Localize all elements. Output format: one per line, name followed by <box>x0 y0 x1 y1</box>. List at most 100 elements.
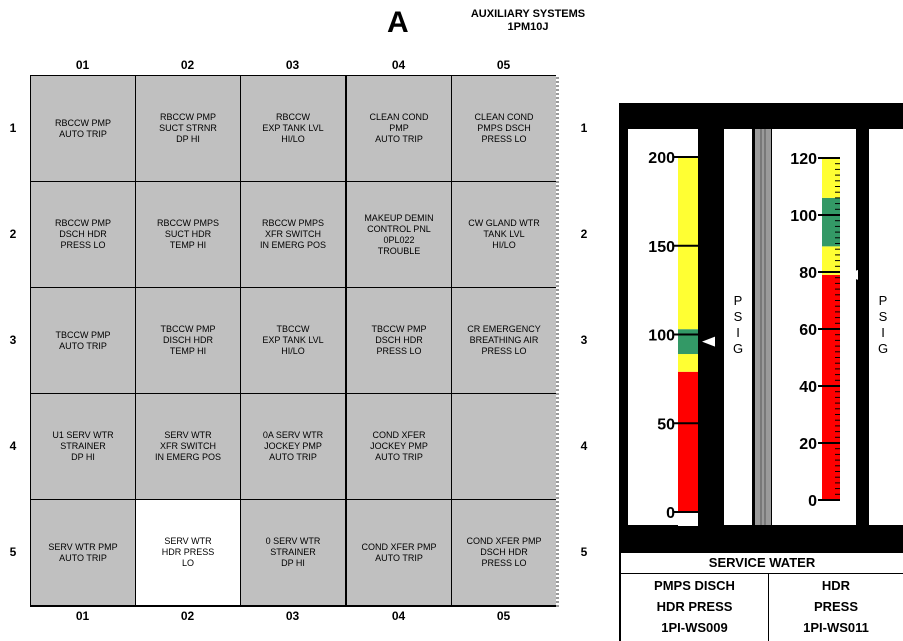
row-label-left-2: 2 <box>9 227 17 241</box>
annunciator-tile-r2-c2[interactable]: RBCCW PMPS SUCT HDR TEMP HI <box>136 182 240 287</box>
col-label-top-03: 03 <box>285 58 300 72</box>
annunciator-tile-r2-c5[interactable]: CW GLAND WTR TANK LVL HI/LO <box>452 182 556 287</box>
meter-label-table: SERVICE WATER PMPS DISCH HDR PRESS 1PI-W… <box>619 553 903 641</box>
meter-center-divider <box>755 129 771 525</box>
annunciator-tile-r4-c3[interactable]: 0A SERV WTR JOCKEY PMP AUTO TRIP <box>241 394 345 499</box>
right-meter-tag: 1PI-WS011 <box>803 620 869 635</box>
annunciator-tile-r3-c3[interactable]: TBCCW EXP TANK LVL HI/LO <box>241 288 345 393</box>
left-meter-band-3 <box>678 157 698 330</box>
annunciator-tile-text: RBCCW PMP AUTO TRIP <box>55 117 111 139</box>
annunciator-tile-r3-c1[interactable]: TBCCW PMP AUTO TRIP <box>31 288 135 393</box>
annunciator-tile-r3-c2[interactable]: TBCCW PMP DISCH HDR TEMP HI <box>136 288 240 393</box>
annunciator-tile-r1-c5[interactable]: CLEAN COND PMPS DSCH PRESS LO <box>452 76 556 181</box>
col-label-top-01: 01 <box>75 58 90 72</box>
col-label-bottom-01: 01 <box>75 609 90 623</box>
annunciator-tile-r5-c3[interactable]: 0 SERV WTR STRAINER DP HI <box>241 500 345 605</box>
annunciator-tile-r1-c2[interactable]: RBCCW PMP SUCT STRNR DP HI <box>136 76 240 181</box>
left-meter-band-2 <box>678 329 698 355</box>
row-label-left-4: 4 <box>9 439 17 453</box>
right-meter-scale-label: 40 <box>799 379 817 396</box>
annunciator-tile-text: SERV WTR PMP AUTO TRIP <box>48 541 118 563</box>
col-label-bottom-05: 05 <box>496 609 511 623</box>
left-meter-scale-label: 0 <box>666 505 675 522</box>
annunciator-tile-text: RBCCW PMP DSCH HDR PRESS LO <box>55 218 111 250</box>
annunciator-tile-r4-c2[interactable]: SERV WTR XFR SWITCH IN EMERG POS <box>136 394 240 499</box>
left-meter-band-0 <box>678 371 698 512</box>
annunciator-tile-text: CLEAN COND PMP AUTO TRIP <box>369 112 429 144</box>
left-meter-unit-letter: I <box>736 325 740 340</box>
row-label-right-5: 5 <box>580 545 588 559</box>
row-label-left-5: 5 <box>9 545 17 559</box>
left-meter-tag: 1PI-WS009 <box>661 620 728 635</box>
right-meter-pointer <box>845 269 858 280</box>
left-meter-label-line2: HDR PRESS <box>656 599 733 614</box>
annunciator-tile-text: TBCCW EXP TANK LVL HI/LO <box>262 324 324 356</box>
left-meter-unit-letter: G <box>733 341 743 356</box>
annunciator-tile-r4-c5[interactable] <box>452 394 556 499</box>
annunciator-tile-r2-c1[interactable]: RBCCW PMP DSCH HDR PRESS LO <box>31 182 135 287</box>
left-meter-scale-label: 200 <box>648 150 675 167</box>
left-meter-unit-letter: P <box>734 293 743 308</box>
annunciator-tile-r5-c4[interactable]: COND XFER PMP AUTO TRIP <box>347 500 451 605</box>
annunciator-tile-text: RBCCW EXP TANK LVL HI/LO <box>262 112 324 144</box>
annunciator-tile-r3-c4[interactable]: TBCCW PMP DSCH HDR PRESS LO <box>347 288 451 393</box>
col-label-bottom-04: 04 <box>391 609 406 623</box>
left-meter-label-line1: PMPS DISCH <box>654 578 735 593</box>
annunciator-tile-text: CR EMERGENCY BREATHING AIR PRESS LO <box>467 324 541 356</box>
right-meter-scale-label: 80 <box>799 265 817 282</box>
annunciator-tile-r4-c1[interactable]: U1 SERV WTR STRAINER DP HI <box>31 394 135 499</box>
right-meter-scale-label: 20 <box>799 436 817 453</box>
annunciator-tile-text: TBCCW PMP DSCH HDR PRESS LO <box>371 324 427 356</box>
annunciator-tile-r1-c4[interactable]: CLEAN COND PMP AUTO TRIP <box>347 76 451 181</box>
annunciator-tile-text: MAKEUP DEMIN CONTROL PNL 0PL022 TROUBLE <box>364 212 434 256</box>
right-meter-scale-label: 0 <box>808 493 817 510</box>
left-meter-scale-label: 100 <box>648 328 675 345</box>
left-meter-unit-face <box>724 129 752 525</box>
panel-letter: A <box>387 6 409 39</box>
annunciator-tile-text: TBCCW PMP AUTO TRIP <box>55 329 111 351</box>
meter-bezel: 200 150 100 50 0 P S I G 120 100 80 60 40 20 0 P S I G <box>619 103 903 553</box>
row-label-right-3: 3 <box>580 333 588 347</box>
right-meter-scale-face <box>772 129 856 525</box>
row-label-right-4: 4 <box>580 439 588 453</box>
annunciator-tile-r5-c5[interactable]: COND XFER PMP DSCH HDR PRESS LO <box>452 500 556 605</box>
annunciator-tile-r2-c3[interactable]: RBCCW PMPS XFR SWITCH IN EMERG POS <box>241 182 345 287</box>
annunciator-tile-r5-c1[interactable]: SERV WTR PMP AUTO TRIP <box>31 500 135 605</box>
left-meter-band-1 <box>678 354 698 372</box>
right-meter-label-line2: PRESS <box>813 599 859 614</box>
right-meter-band-1 <box>822 246 840 275</box>
annunciator-grid: RBCCW PMP AUTO TRIP RBCCW PMP SUCT STRNR … <box>30 75 558 607</box>
annunciator-tile-r1-c3[interactable]: RBCCW EXP TANK LVL HI/LO <box>241 76 345 181</box>
left-meter-unit-letter: S <box>734 309 743 324</box>
annunciator-tile-text: 0 SERV WTR STRAINER DP HI <box>265 536 321 568</box>
left-meter-scale-label: 150 <box>648 239 675 256</box>
annunciator-tile-text: RBCCW PMP SUCT STRNR DP HI <box>159 112 217 144</box>
annunciator-tile-r5-c2[interactable]: SERV WTR HDR PRESS LO <box>136 500 240 605</box>
annunciator-tile-r2-c4[interactable]: MAKEUP DEMIN CONTROL PNL 0PL022 TROUBLE <box>347 182 451 287</box>
left-meter-pointer <box>702 336 715 347</box>
row-label-right-1: 1 <box>580 121 588 135</box>
right-meter-scale-label: 120 <box>790 151 817 168</box>
annunciator-tile-r1-c1[interactable]: RBCCW PMP AUTO TRIP <box>31 76 135 181</box>
row-label-right-2: 2 <box>580 227 588 241</box>
right-meter-band-3 <box>822 158 840 198</box>
right-meter-band-2 <box>822 197 840 247</box>
grid-edge-divider <box>556 75 559 607</box>
col-label-bottom-03: 03 <box>285 609 300 623</box>
annunciator-tile-text: SERV WTR XFR SWITCH IN EMERG POS <box>154 430 221 462</box>
right-meter-unit-face <box>869 129 903 525</box>
panel-id: 1PM10J <box>507 21 549 33</box>
annunciator-tile-text: RBCCW PMPS XFR SWITCH IN EMERG POS <box>259 218 326 250</box>
right-meter-unit-letter: G <box>878 341 888 356</box>
annunciator-tile-text: TBCCW PMP DISCH HDR TEMP HI <box>160 324 216 356</box>
meter-group-header: SERVICE WATER <box>621 553 903 574</box>
annunciator-tile-text: CLEAN COND PMPS DSCH PRESS LO <box>474 112 534 144</box>
annunciator-tile-r3-c5[interactable]: CR EMERGENCY BREATHING AIR PRESS LO <box>452 288 556 393</box>
annunciator-tile-r4-c4[interactable]: COND XFER JOCKEY PMP AUTO TRIP <box>347 394 451 499</box>
col-label-bottom-02: 02 <box>180 609 195 623</box>
panel-title-line1: AUXILIARY SYSTEMS <box>470 8 586 20</box>
annunciator-tile-text: U1 SERV WTR STRAINER DP HI <box>52 430 114 462</box>
annunciator-tile-text: 0A SERV WTR JOCKEY PMP AUTO TRIP <box>262 430 324 462</box>
col-label-top-04: 04 <box>391 58 406 72</box>
